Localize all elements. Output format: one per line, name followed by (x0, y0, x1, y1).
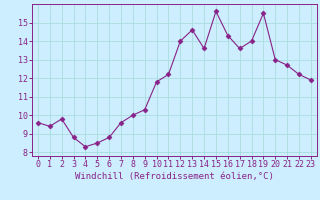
X-axis label: Windchill (Refroidissement éolien,°C): Windchill (Refroidissement éolien,°C) (75, 172, 274, 181)
